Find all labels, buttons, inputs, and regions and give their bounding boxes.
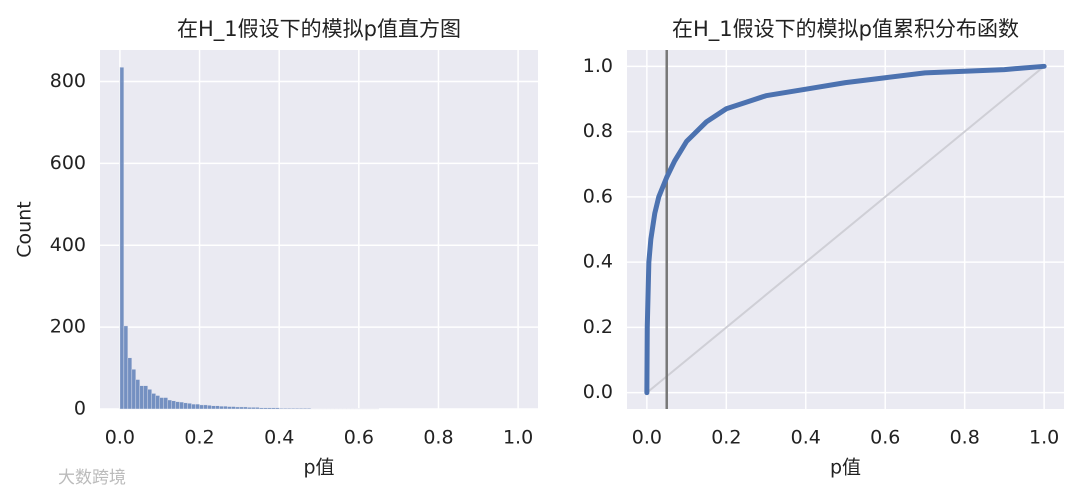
plot-area [100, 50, 538, 409]
x-tick-label: 0.2 [711, 427, 741, 449]
histogram-bar [191, 403, 196, 410]
chart-title: 在H_1假设下的模拟p值直方图 [177, 17, 461, 42]
histogram-bar [215, 405, 220, 410]
histogram-bar [267, 407, 272, 410]
histogram-bar [179, 401, 184, 410]
x-tick-label: 0.8 [423, 427, 453, 449]
histogram-bar [306, 407, 312, 410]
histogram-bar [278, 407, 284, 410]
histogram-bar [135, 379, 141, 410]
histogram-bar [143, 385, 148, 410]
histogram-bar [203, 404, 208, 410]
y-tick-label: 1.0 [583, 55, 613, 77]
y-tick-label: 0.0 [583, 381, 613, 403]
x-tick-label: 1.0 [1029, 427, 1059, 449]
histogram-bar [163, 397, 168, 410]
x-tick-label: 0.8 [950, 427, 980, 449]
histogram-bar [282, 407, 288, 410]
x-tick-label: 0.6 [870, 427, 900, 449]
histogram-bar [155, 395, 160, 410]
histogram-bar [123, 325, 129, 410]
histogram-bar [255, 407, 260, 410]
y-tick-label: 200 [50, 316, 86, 338]
histogram-bar [211, 405, 216, 410]
histogram-bar [302, 407, 308, 410]
x-tick-label: 0.4 [791, 427, 821, 449]
x-tick-label: 0.4 [264, 427, 294, 449]
histogram-bar [251, 407, 256, 410]
histogram-bar [159, 397, 164, 410]
y-tick-label: 0 [74, 398, 86, 420]
histogram-bar [294, 407, 300, 410]
x-tick-label: 0.0 [632, 427, 662, 449]
histogram-bar [275, 407, 280, 410]
histogram-bar [227, 406, 232, 410]
histogram-bar [207, 405, 212, 410]
x-axis-label: p值 [830, 457, 861, 479]
histogram-bar [243, 406, 248, 410]
histogram-bar [271, 407, 276, 410]
histogram-bar [239, 406, 244, 410]
histogram-bar [119, 66, 125, 410]
histogram-bar [151, 393, 156, 410]
histogram-bar [231, 406, 236, 410]
histogram-bar [286, 407, 292, 410]
y-tick-label: 600 [50, 152, 86, 174]
histogram-bar [175, 401, 180, 410]
histogram-bar [139, 385, 144, 410]
x-tick-label: 1.0 [503, 427, 533, 449]
x-axis-label: p值 [303, 457, 334, 479]
histogram-bar [263, 407, 268, 410]
reference-line [646, 65, 1045, 394]
y-tick-label: 0.2 [583, 316, 613, 338]
histogram-bar [167, 399, 172, 410]
x-tick-label: 0.0 [105, 427, 135, 449]
histogram-bar [219, 405, 224, 410]
histogram-bar [131, 369, 137, 410]
histogram-bar [290, 407, 296, 410]
histogram-bar [147, 389, 152, 410]
histogram-bar [298, 407, 304, 410]
x-tick-label: 0.2 [184, 427, 214, 449]
cdf-line [644, 63, 1047, 396]
histogram-bar [195, 403, 200, 410]
histogram-bar [171, 400, 176, 410]
y-axis-label: Count [14, 201, 36, 257]
y-tick-label: 400 [50, 234, 86, 256]
x-tick-label: 0.6 [344, 427, 374, 449]
histogram-bar [199, 404, 204, 410]
y-tick-label: 0.4 [583, 251, 613, 273]
histogram-bar [127, 357, 133, 410]
y-tick-label: 0.6 [583, 185, 613, 207]
chart-title: 在H_1假设下的模拟p值累积分布函数 [672, 17, 1019, 42]
watermark: 大数跨境 [58, 468, 126, 488]
histogram-bar [235, 406, 240, 410]
histogram-bar [187, 403, 192, 410]
histogram-bar [247, 407, 252, 410]
y-tick-label: 0.8 [583, 120, 613, 142]
histogram-bar [259, 407, 264, 410]
histogram-bar [183, 402, 188, 410]
histogram-bar [223, 405, 228, 410]
y-tick-label: 800 [50, 70, 86, 92]
